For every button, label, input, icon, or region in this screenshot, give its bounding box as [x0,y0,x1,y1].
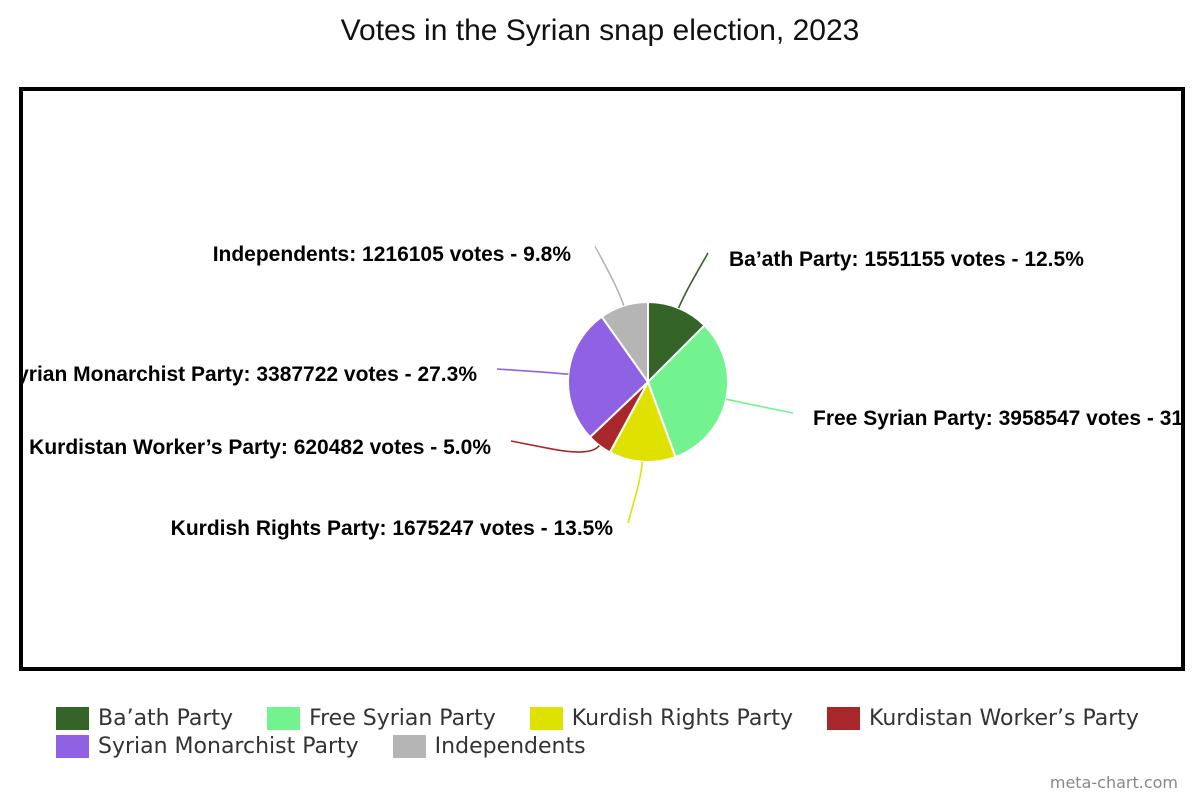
legend-row: Ba’ath Party Free Syrian Party Kurdish R… [56,704,1176,732]
legend-swatch [267,706,301,730]
leader-line-1 [725,398,794,414]
slice-label-0: Ba’ath Party: 1551155 votes - 12.5% [729,248,1084,271]
legend-swatch [392,734,426,758]
legend-item-kurdish-rights[interactable]: Kurdish Rights Party [529,705,794,731]
legend-swatch [827,706,861,730]
chart-title: Votes in the Syrian snap election, 2023 [340,14,860,47]
legend-item-kurdistan-workers[interactable]: Kurdistan Worker’s Party [827,706,1139,731]
legend-label: Independents [434,733,586,759]
legend-label: Syrian Monarchist Party [98,733,359,759]
slice-label-2: Kurdish Rights Party: 1675247 votes - 13… [171,517,614,540]
legend-swatch [56,734,89,758]
slice-label-5: Independents: 1216105 votes - 9.8% [213,243,572,266]
legend-label: Ba’ath Party [98,705,234,731]
plot-area: Ba’ath Party: 1551155 votes - 12.5% Free … [19,87,1185,671]
legend-label: Kurdish Rights Party [571,705,794,731]
slice-label-1: Free Syrian Party: 3958547 votes - 31.9% [813,407,1181,430]
pie-slice-0[interactable] [647,300,706,385]
pie-chart: Ba’ath Party: 1551155 votes - 12.5% Free … [23,243,1181,540]
legend-item-monarchist[interactable]: Syrian Monarchist Party [56,734,359,759]
legend-label: Free Syrian Party [309,705,496,731]
leader-line-2 [627,461,644,524]
leader-line-5 [594,245,625,307]
legend: Ba’ath Party Free Syrian Party Kurdish R… [56,704,1176,760]
legend-item-independents[interactable]: Independents [392,733,586,759]
pie-slice-5[interactable] [600,300,649,386]
legend-item-baath[interactable]: Ba’ath Party [56,706,233,731]
legend-item-free-syrian[interactable]: Free Syrian Party [267,706,496,731]
watermark[interactable]: meta-chart.com [1049,773,1178,792]
pie-slices [567,300,729,463]
legend-swatch [56,706,89,730]
leader-line-4 [496,368,569,376]
pie-slice-4[interactable] [567,315,650,439]
legend-swatch [529,706,563,730]
legend-row: Syrian Monarchist Party Independents [56,732,1176,760]
slice-label-4: Syrian Monarchist Party: 3387722 votes -… [23,363,477,386]
legend-label: Kurdistan Worker’s Party [869,705,1139,731]
leader-line-0 [677,252,709,309]
leader-line-3 [510,440,601,453]
slice-label-3: Kurdistan Worker’s Party: 620482 votes -… [29,436,491,459]
